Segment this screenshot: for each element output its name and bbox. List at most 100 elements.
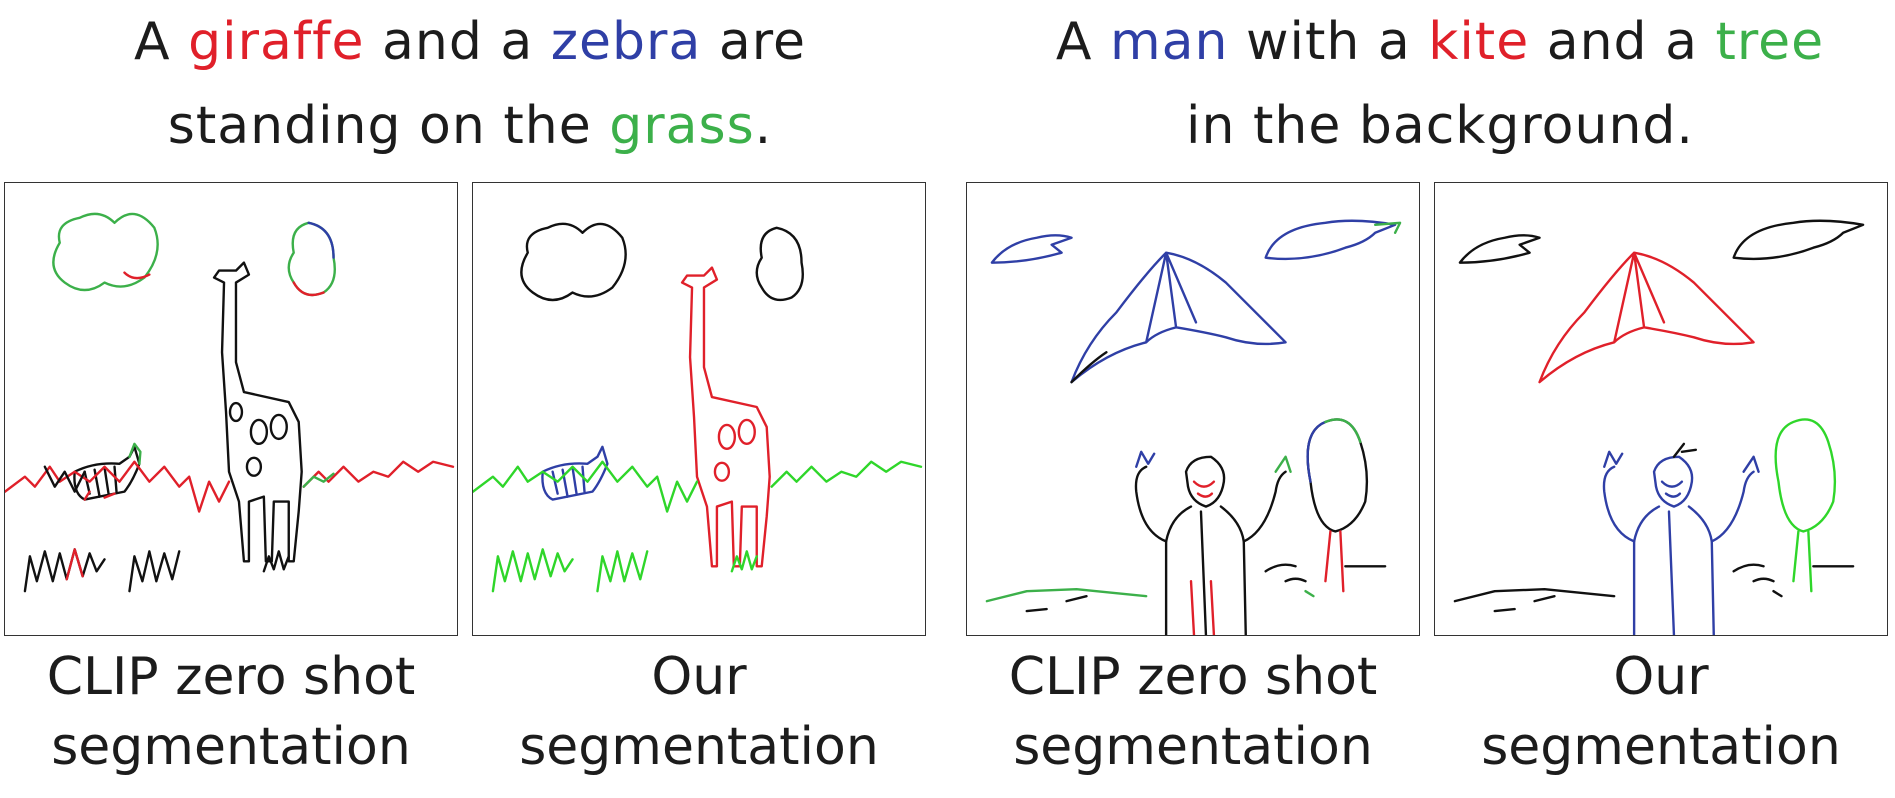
label-ours-kite-line2: segmentation xyxy=(1481,717,1841,777)
word-man: man xyxy=(1109,12,1229,72)
label-clip-giraffe: CLIP zero shot segmentation xyxy=(4,642,458,782)
man-hand-left xyxy=(1135,450,1156,468)
panel-ours-kite xyxy=(1434,182,1888,636)
cloud-large xyxy=(1264,219,1397,261)
giraffe-outline xyxy=(212,261,303,563)
sketch-ours-giraffe xyxy=(473,222,923,593)
label-clip-giraffe-line2: segmentation xyxy=(51,717,411,777)
label-ours-giraffe-line2: segmentation xyxy=(519,717,879,777)
kite xyxy=(1538,251,1755,384)
man-hair xyxy=(1672,442,1698,458)
label-ours-giraffe: Our segmentation xyxy=(472,642,926,782)
caption-left: A giraffe and a zebra are standing on th… xyxy=(60,0,880,168)
tree-crown xyxy=(1774,418,1837,533)
grass-line-right xyxy=(302,460,455,488)
word-grass: grass xyxy=(609,96,755,156)
word-kite: kite xyxy=(1428,12,1530,72)
label-clip-kite: CLIP zero shot segmentation xyxy=(966,642,1420,782)
label-ours-kite: Our segmentation xyxy=(1434,642,1888,782)
grass-tuft-3 xyxy=(262,550,290,573)
panel-ours-giraffe xyxy=(472,182,926,636)
man-arm-right xyxy=(1242,470,1287,543)
tree-crown-blue xyxy=(1306,420,1327,483)
caption-right-line2: in the background. xyxy=(1186,96,1694,156)
ground-left xyxy=(985,588,1148,603)
cloud-large-green xyxy=(1373,221,1402,234)
giraffe-spot-1 xyxy=(717,423,737,451)
label-ours-giraffe-line1: Our xyxy=(651,647,747,707)
kite-black xyxy=(1070,351,1108,384)
sketch-clip-kite xyxy=(985,219,1402,635)
caption-left-line2: standing on the grass. xyxy=(167,96,773,156)
man-body-red xyxy=(1189,580,1216,635)
grass-tuft-3 xyxy=(730,550,758,573)
giraffe-spot-4 xyxy=(228,401,244,423)
sketch-clip-giraffe xyxy=(5,212,455,593)
cloud-right xyxy=(755,226,804,302)
grass-tuft-1 xyxy=(23,548,106,593)
label-clip-kite-line2: segmentation xyxy=(1013,717,1373,777)
man-hand-right xyxy=(1274,455,1292,473)
cloud-left xyxy=(52,212,159,292)
giraffe-outline xyxy=(680,266,771,568)
ground-marks xyxy=(1493,594,1556,613)
zebra-stripes xyxy=(551,465,586,498)
cloud-small xyxy=(990,234,1073,264)
tree-crown-green xyxy=(1324,418,1362,444)
man-body xyxy=(1164,505,1247,635)
grass-tuft-1-red xyxy=(65,548,84,581)
word-giraffe: giraffe xyxy=(188,12,365,72)
man-arm-right xyxy=(1710,455,1760,543)
panel-clip-giraffe xyxy=(4,182,458,636)
panel-clip-kite xyxy=(966,182,1420,636)
man-face xyxy=(1660,480,1684,498)
zebra-body xyxy=(73,445,141,501)
word-tree: tree xyxy=(1715,12,1825,72)
label-clip-giraffe-line1: CLIP zero shot xyxy=(46,647,416,707)
man-arm-left xyxy=(1134,465,1168,543)
grass-line xyxy=(473,460,699,513)
cloud-right-red xyxy=(292,281,325,297)
man-head xyxy=(1652,455,1694,508)
tree-trunk xyxy=(1792,530,1813,593)
cloud-small xyxy=(1458,234,1541,264)
caption-left-line1: A giraffe and a zebra are xyxy=(134,12,806,72)
label-clip-kite-line1: CLIP zero shot xyxy=(1008,647,1378,707)
kite xyxy=(1070,251,1287,384)
grass-tuft-1 xyxy=(491,548,574,593)
zebra-body xyxy=(541,445,609,501)
grass-line-green xyxy=(302,472,335,488)
man-arm-left xyxy=(1602,450,1636,543)
cloud-left-red xyxy=(123,271,151,280)
ground-left xyxy=(1453,588,1616,603)
giraffe-spot-2 xyxy=(737,418,756,446)
giraffe-spot-3 xyxy=(713,461,731,482)
grass-tuft-2 xyxy=(128,550,181,593)
cloud-right-blue xyxy=(307,221,335,259)
giraffe-spot-3 xyxy=(245,456,263,477)
zebra-legs xyxy=(83,490,116,501)
sketch-ours-kite xyxy=(1453,219,1865,635)
giraffe-spot-1 xyxy=(249,418,269,446)
man-head xyxy=(1184,455,1226,508)
tree-trunk xyxy=(1324,530,1345,593)
man-body xyxy=(1632,505,1715,635)
cloud-large xyxy=(1732,219,1865,261)
cloud-left xyxy=(520,222,627,302)
word-zebra: zebra xyxy=(550,12,702,72)
zebra-stripes xyxy=(83,465,118,498)
grass-line-black xyxy=(43,465,86,493)
ground-marks xyxy=(1025,594,1088,613)
ground-right xyxy=(1732,563,1855,598)
grass-tuft-2 xyxy=(596,550,649,593)
caption-right: A man with a kite and a tree in the back… xyxy=(980,0,1895,168)
caption-right-line1: A man with a kite and a tree xyxy=(1055,12,1825,72)
ground-right-green xyxy=(1304,589,1315,598)
man-face xyxy=(1192,480,1216,498)
cloud-right xyxy=(287,221,336,297)
grass-line-right xyxy=(770,460,923,488)
giraffe-spot-2 xyxy=(269,413,288,441)
ground-right xyxy=(1264,563,1387,583)
zebra-head xyxy=(128,442,142,465)
label-ours-kite-line1: Our xyxy=(1613,647,1709,707)
